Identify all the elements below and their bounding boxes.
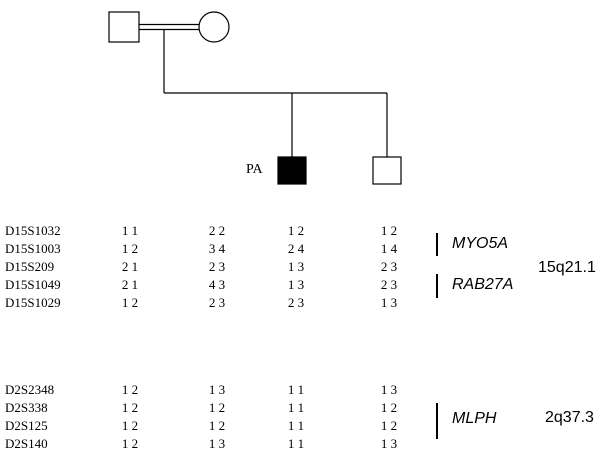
mother-allele: 2 3 — [208, 295, 226, 310]
marker-name: D15S1032 — [5, 223, 61, 238]
proband-allele: 1 1 — [287, 382, 305, 397]
marker-name: D2S2348 — [5, 382, 55, 397]
mother-allele: 3 4 — [208, 241, 226, 256]
proband-allele: 2 3 — [287, 295, 305, 310]
brother-allele: 1 2 — [380, 400, 398, 415]
father-allele: 1 2 — [121, 418, 139, 433]
marker-name: D2S338 — [5, 400, 48, 415]
father-allele: 2 1 — [121, 277, 139, 292]
rab27a-label: RAB27A — [452, 276, 514, 293]
proband-allele: 1 2 — [287, 223, 305, 238]
father-symbol — [108, 11, 140, 43]
proband-allele: 1 3 — [287, 259, 305, 274]
myo5a-bar — [436, 233, 438, 256]
father-allele: 1 2 — [121, 400, 139, 415]
mother-allele: 2 3 — [208, 259, 226, 274]
father-allele: 1 2 — [121, 241, 139, 256]
mlph-label: MLPH — [452, 410, 497, 427]
mother-allele: 4 3 — [208, 277, 226, 292]
rab27a-bar — [436, 274, 438, 298]
mother-allele: 1 2 — [208, 418, 226, 433]
father-allele: 2 1 — [121, 259, 139, 274]
mother-allele: 1 3 — [208, 382, 226, 397]
myo5a-label: MYO5A — [452, 235, 509, 252]
marker-name: D2S140 — [5, 436, 48, 451]
brother-symbol — [372, 156, 402, 185]
brother-allele: 1 3 — [380, 295, 398, 310]
father-allele: 1 2 — [121, 436, 139, 451]
brother-allele: 2 3 — [380, 259, 398, 274]
proband-symbol — [277, 156, 307, 185]
brother-allele: 2 3 — [380, 277, 398, 292]
mlph-bar — [436, 403, 438, 439]
father-allele: 1 2 — [121, 295, 139, 310]
chr15-locus: 15q21.1 — [538, 259, 596, 276]
brother-allele: 1 2 — [380, 223, 398, 238]
proband-allele: 1 3 — [287, 277, 305, 292]
marker-name: D15S1029 — [5, 295, 61, 310]
marker-name: D2S125 — [5, 418, 48, 433]
proband-allele: 2 4 — [287, 241, 305, 256]
father-allele: 1 1 — [121, 223, 139, 238]
mother-symbol — [198, 11, 230, 43]
brother-allele: 1 2 — [380, 418, 398, 433]
proband-allele: 1 1 — [287, 436, 305, 451]
mother-allele: 1 3 — [208, 436, 226, 451]
proband-allele: 1 1 — [287, 400, 305, 415]
brother-allele: 1 4 — [380, 241, 398, 256]
proband-allele: 1 1 — [287, 418, 305, 433]
brother-allele: 1 3 — [380, 436, 398, 451]
chr2-locus: 2q37.3 — [545, 409, 594, 426]
mother-allele: 1 2 — [208, 400, 226, 415]
mother-allele: 2 2 — [208, 223, 226, 238]
marker-name: D15S1049 — [5, 277, 61, 292]
brother-allele: 1 3 — [380, 382, 398, 397]
marker-name: D15S1003 — [5, 241, 61, 256]
father-allele: 1 2 — [121, 382, 139, 397]
marker-name: D15S209 — [5, 259, 55, 274]
proband-label: PA — [246, 162, 263, 177]
